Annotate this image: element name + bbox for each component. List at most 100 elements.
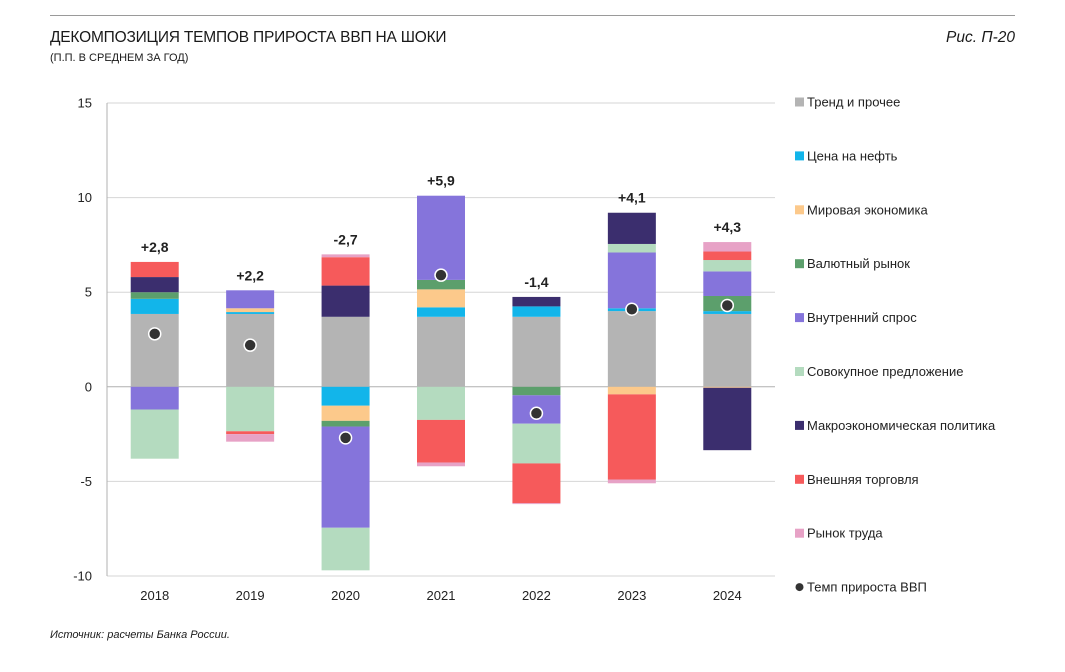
x-tick-label: 2019 <box>236 588 265 603</box>
bar-segment-2021-series-3 <box>417 289 465 308</box>
gdp-point-2022 <box>529 406 544 421</box>
legend-item: Цена на нефть <box>795 148 898 163</box>
legend-item: Совокупное предложение <box>795 364 963 379</box>
legend-item: Валютный рынок <box>795 256 910 271</box>
x-tick-label: 2020 <box>331 588 360 603</box>
bar-segment-2020-series-2 <box>321 386 370 406</box>
gdp-growth-points <box>147 268 735 445</box>
bar-segment-2021-series-6 <box>417 386 465 420</box>
bar-segment-2023-series-1 <box>607 311 656 387</box>
legend-label: Макроэкономическая политика <box>807 418 996 433</box>
legend-label: Внешняя торговля <box>807 472 919 487</box>
legend-item: Мировая экономика <box>795 202 928 217</box>
legend-swatch <box>795 420 804 430</box>
legend: Тренд и прочее Цена на нефть Мировая эконо… <box>795 95 996 595</box>
bar-segment-2021-series-4 <box>417 279 465 290</box>
x-tick-label: 2021 <box>427 588 456 603</box>
legend-item-gdp: Темп прироста ВВП <box>795 580 927 595</box>
gdp-point-2018 <box>147 327 162 341</box>
y-tick-label: 10 <box>78 190 92 205</box>
bar-segment-2022-series-9 <box>512 503 561 505</box>
bar-segment-2024-series-6 <box>703 260 752 272</box>
legend-swatch <box>795 97 804 107</box>
gdp-data-label-2021: +5,9 <box>427 173 455 189</box>
legend-item: Макроэкономическая политика <box>795 418 996 433</box>
bar-segment-2021-series-9 <box>417 462 465 467</box>
legend-label: Тренд и прочее <box>807 95 900 110</box>
bar-segment-2018-series-1 <box>130 313 179 387</box>
bar-segment-2023-series-9 <box>607 479 656 484</box>
bar-segment-2023-series-8 <box>607 394 656 480</box>
chart-title: ДЕКОМПОЗИЦИЯ ТЕМПОВ ПРИРОСТА ВВП НА ШОКИ <box>50 29 447 46</box>
bar-segment-2020-series-4 <box>321 420 370 427</box>
bar-segment-2024-series-8 <box>703 251 752 261</box>
bar-segment-2020-series-1 <box>321 316 370 387</box>
bar-stacks <box>130 195 752 571</box>
bar-segment-2020-series-8 <box>321 257 370 286</box>
legend-label: Внутренний спрос <box>807 310 917 325</box>
bar-segment-2021-series-2 <box>417 307 465 317</box>
bar-segment-2023-series-7 <box>607 212 656 244</box>
bar-segment-2019-series-9 <box>226 434 275 442</box>
bar-segment-2019-series-3 <box>226 308 275 313</box>
legend-swatch <box>795 474 804 484</box>
bar-segment-2024-series-2 <box>703 311 752 314</box>
bar-segment-2020-series-6 <box>321 527 370 571</box>
gdp-point-2019 <box>243 338 257 352</box>
bar-segment-2022-series-4 <box>512 386 561 396</box>
legend-label: Темп прироста ВВП <box>807 580 927 595</box>
legend-swatch <box>795 205 804 215</box>
gdp-data-label-2024: +4,3 <box>713 219 741 235</box>
y-tick-label: -5 <box>80 474 92 489</box>
x-tick-label: 2023 <box>617 588 646 603</box>
legend-swatch <box>795 528 804 538</box>
bar-segment-2024-series-9 <box>703 242 752 252</box>
bar-segment-2021-series-5 <box>417 195 465 280</box>
legend-item: Тренд и прочее <box>795 95 900 110</box>
bar-segment-2024-series-7 <box>703 387 752 451</box>
legend-swatch <box>795 313 804 323</box>
legend-point-marker <box>795 583 804 592</box>
figure-label: Рис. П-20 <box>946 29 1015 46</box>
gdp-point-2020 <box>338 431 353 445</box>
legend-swatch <box>795 367 804 376</box>
gdp-point-2024 <box>720 298 735 313</box>
bar-segment-2021-series-1 <box>417 316 465 387</box>
bar-segment-2019-series-2 <box>226 312 275 314</box>
legend-swatch <box>795 151 804 161</box>
x-tick-label: 2018 <box>140 588 169 603</box>
bar-segment-2022-series-6 <box>512 423 561 464</box>
legend-label: Валютный рынок <box>807 256 910 271</box>
gdp-point-2021 <box>434 268 448 282</box>
gdp-data-label-2022: -1,4 <box>524 274 548 290</box>
source-note: Источник: расчеты Банка России. <box>50 629 230 641</box>
chart-subtitle: (П.П. В СРЕДНЕМ ЗА ГОД) <box>50 52 189 64</box>
x-axis-tick-labels: 2018 2019 2020 2021 2022 2023 2024 <box>140 588 741 603</box>
legend-label: Мировая экономика <box>807 202 928 217</box>
bar-segment-2022-series-2 <box>512 306 561 317</box>
bar-segment-2018-series-8 <box>130 261 179 278</box>
bar-segment-2024-series-3 <box>703 386 752 388</box>
top-rule <box>50 15 1015 16</box>
y-tick-label: -10 <box>73 569 92 584</box>
legend-swatch <box>795 259 804 269</box>
y-tick-label: 5 <box>85 285 92 300</box>
legend-item: Внешняя торговля <box>795 472 919 487</box>
gdp-data-label-2023: +4,1 <box>618 190 646 206</box>
bar-segment-2023-series-3 <box>607 386 656 395</box>
bar-segment-2020-series-7 <box>321 285 370 317</box>
bar-segment-2024-series-1 <box>703 313 752 387</box>
bar-segment-2023-series-6 <box>607 243 656 253</box>
bar-segment-2018-series-7 <box>130 277 179 293</box>
bar-segment-2019-series-5 <box>226 290 275 309</box>
legend-label: Цена на нефть <box>807 148 898 163</box>
legend-item: Рынок труда <box>795 526 883 541</box>
y-tick-label: 0 <box>85 379 92 394</box>
legend-item: Внутренний спрос <box>795 310 917 325</box>
bar-segment-2018-series-6 <box>130 409 179 459</box>
bar-segment-2020-series-3 <box>321 405 370 421</box>
bar-segment-2023-series-5 <box>607 252 656 309</box>
gdp-data-label-2019: +2,2 <box>236 267 264 283</box>
bar-segment-2024-series-5 <box>703 271 752 296</box>
